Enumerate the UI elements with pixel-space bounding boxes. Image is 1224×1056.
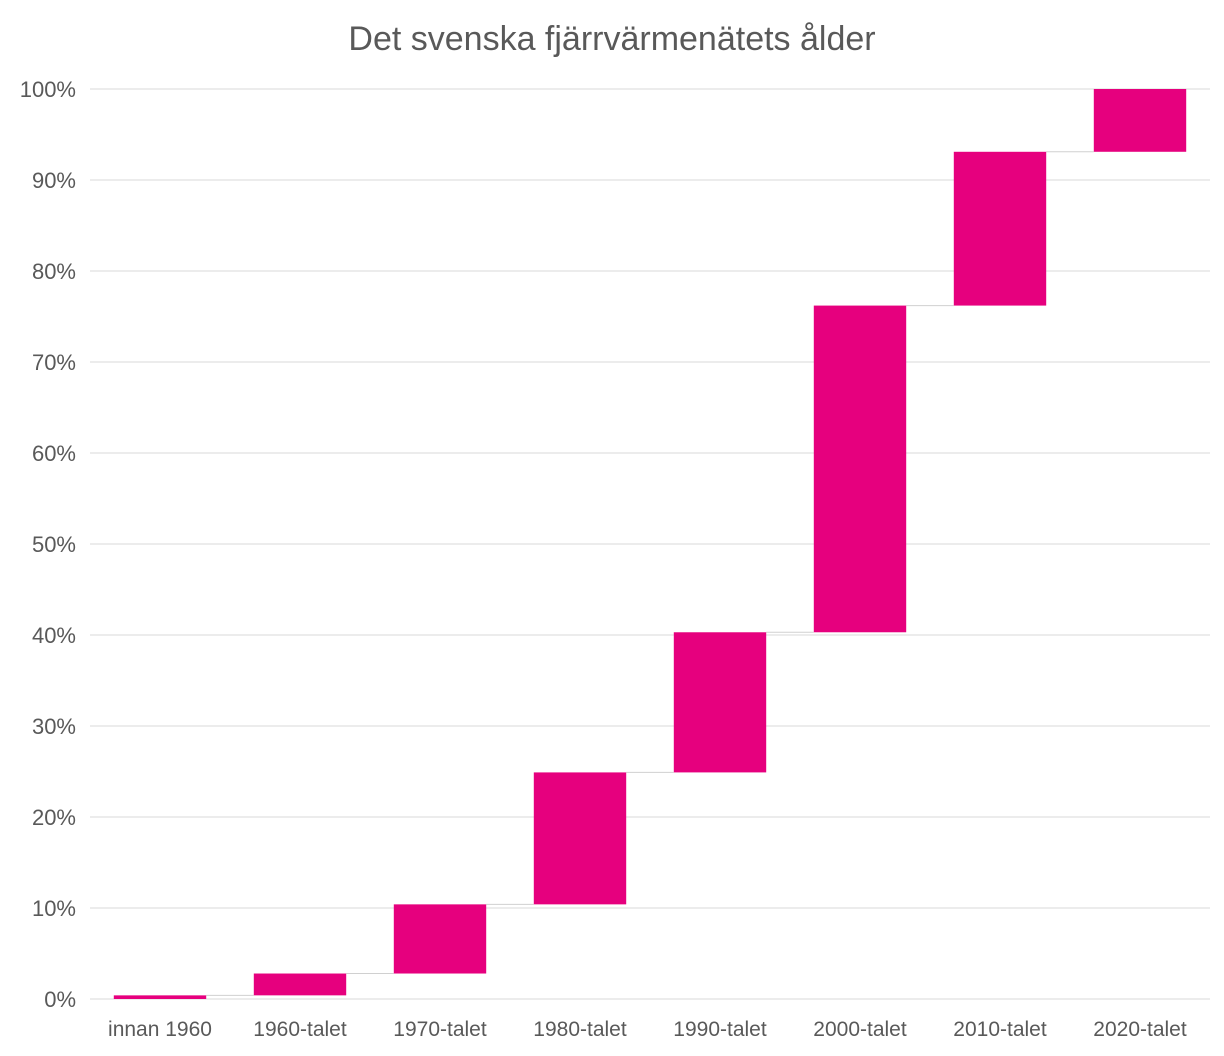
bar: [1093, 89, 1187, 152]
y-tick-label: 0%: [44, 987, 76, 1012]
x-category-label: 1990-talet: [673, 1018, 767, 1041]
x-category-label: 1960-talet: [253, 1018, 347, 1041]
bar: [813, 305, 907, 633]
y-tick-label: 30%: [32, 714, 76, 739]
bars: [113, 89, 1187, 999]
bar: [113, 995, 207, 999]
x-category-label: 1970-talet: [393, 1018, 487, 1041]
chart-title: Det svenska fjärrvärmenätets ålder: [348, 20, 875, 58]
y-tick-label: 100%: [20, 77, 76, 102]
bar: [953, 151, 1047, 306]
x-category-label: 2000-talet: [813, 1018, 907, 1041]
bar: [533, 772, 627, 905]
x-axis-category-labels: innan 1960 1960-talet 1970-talet 1980-talet…: [108, 1018, 1187, 1041]
y-tick-label: 40%: [32, 623, 76, 648]
y-tick-label: 60%: [32, 441, 76, 466]
bar: [253, 973, 347, 996]
y-axis-tick-labels: 0% 10% 20% 30% 40% 50% 60% 70% 80% 90% 100%: [20, 77, 76, 1012]
y-tick-label: 70%: [32, 350, 76, 375]
y-tick-label: 80%: [32, 259, 76, 284]
bar: [393, 904, 487, 974]
x-category-label: innan 1960: [108, 1018, 212, 1041]
y-tick-label: 20%: [32, 805, 76, 830]
x-category-label: 1980-talet: [533, 1018, 627, 1041]
bar: [673, 632, 767, 773]
connectors: [206, 151, 1094, 996]
y-tick-label: 50%: [32, 532, 76, 557]
y-tick-label: 90%: [32, 168, 76, 193]
y-tick-label: 10%: [32, 896, 76, 921]
x-category-label: 2010-talet: [953, 1018, 1047, 1041]
x-category-label: 2020-talet: [1093, 1018, 1187, 1041]
